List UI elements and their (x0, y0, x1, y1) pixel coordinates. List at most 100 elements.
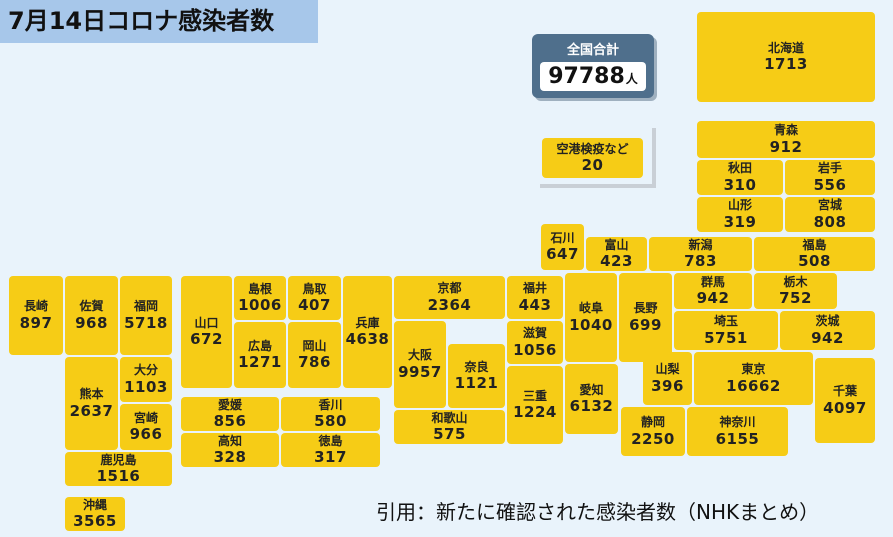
pref-name: 福岡 (133, 299, 158, 314)
pref-tile-fukushima: 福島 508 (754, 237, 875, 271)
pref-count: 968 (75, 313, 108, 332)
pref-name: 福島 (802, 237, 827, 252)
pref-tile-kyoto: 京都 2364 (394, 276, 505, 319)
pref-tile-niigata: 新潟 783 (649, 237, 752, 271)
pref-name: 栃木 (783, 274, 808, 289)
pref-name: 山口 (194, 315, 219, 330)
pref-name: 愛媛 (217, 397, 242, 412)
pref-name: 長野 (633, 301, 658, 316)
pref-tile-shimane: 島根 1006 (234, 276, 286, 320)
pref-tile-aomori: 青森 912 (697, 121, 875, 158)
pref-count: 1516 (96, 467, 141, 486)
pref-name: 徳島 (318, 433, 343, 448)
pref-name: 高知 (217, 433, 242, 448)
pref-count: 672 (190, 330, 223, 349)
pref-count: 4638 (345, 330, 390, 349)
pref-tile-tokushima: 徳島 317 (281, 433, 380, 467)
pref-name: 滋賀 (522, 326, 547, 341)
pref-name: 沖縄 (82, 497, 107, 512)
pref-count: 5718 (124, 313, 168, 332)
pref-count: 443 (518, 295, 552, 314)
pref-count: 942 (811, 328, 844, 347)
pref-tile-nagasaki: 長崎 897 (9, 276, 63, 355)
citation-note: 引用：新たに確認された感染者数（NHKまとめ） (376, 500, 820, 524)
national-total-value: 97788 (548, 64, 625, 89)
pref-name: 千葉 (832, 384, 857, 399)
airport-quarantine-value: 20 (581, 156, 604, 175)
pref-tile-tochigi: 栃木 752 (754, 273, 837, 309)
pref-count: 2250 (631, 429, 675, 448)
pref-tile-okayama: 岡山 786 (288, 322, 341, 388)
pref-count: 310 (723, 175, 757, 194)
pref-name: 香川 (318, 397, 343, 412)
pref-name: 長崎 (23, 299, 48, 314)
pref-tile-toyama: 富山 423 (586, 237, 647, 271)
pref-tile-ibaraki: 茨城 942 (780, 311, 875, 350)
airport-quarantine-label: 空港検疫など (556, 141, 629, 156)
pref-count: 856 (213, 412, 247, 431)
pref-name: 東京 (741, 362, 766, 377)
pref-name: 兵庫 (355, 315, 380, 330)
pref-name: 島根 (247, 281, 272, 296)
pref-count: 808 (813, 212, 847, 231)
pref-name: 福井 (522, 281, 547, 296)
pref-name: 山形 (727, 198, 752, 213)
pref-name: 茨城 (815, 314, 840, 329)
national-total-label: 全国合計 (566, 43, 619, 58)
pref-tile-fukuoka: 福岡 5718 (120, 276, 172, 355)
pref-count: 1056 (513, 340, 557, 359)
pref-count: 319 (723, 212, 757, 231)
airport-box-shadow-bottom (540, 184, 656, 188)
pref-tile-nagano: 長野 699 (619, 273, 672, 362)
pref-count: 1040 (569, 315, 613, 334)
pref-tile-fukui: 福井 443 (507, 276, 563, 319)
pref-tile-kanagawa: 神奈川 6155 (687, 407, 788, 456)
pref-tile-oita: 大分 1103 (120, 357, 172, 402)
pref-count: 1713 (764, 55, 808, 74)
pref-name: 秋田 (727, 161, 752, 176)
pref-count: 2364 (427, 295, 472, 314)
pref-count: 1103 (124, 377, 168, 396)
pref-count: 1224 (513, 403, 557, 422)
pref-count: 897 (19, 313, 53, 332)
pref-tile-mie: 三重 1224 (507, 366, 563, 444)
pref-tile-miyazaki: 宮崎 966 (120, 404, 172, 450)
pref-tile-tokyo: 東京 16662 (694, 352, 813, 405)
pref-name: 愛知 (579, 382, 604, 397)
pref-name: 大分 (133, 363, 158, 378)
pref-count: 2637 (69, 401, 114, 420)
pref-tile-akita: 秋田 310 (697, 160, 783, 195)
pref-name: 岩手 (817, 161, 842, 176)
pref-tile-hokkaido: 北海道 1713 (697, 12, 875, 102)
pref-count: 396 (651, 376, 684, 395)
pref-count: 16662 (726, 376, 781, 395)
airport-quarantine-box: 空港検疫など 20 (542, 138, 643, 178)
pref-count: 9957 (398, 362, 442, 381)
pref-name: 新潟 (688, 237, 713, 252)
pref-tile-saga: 佐賀 968 (65, 276, 118, 355)
pref-count: 580 (314, 412, 347, 431)
pref-name: 京都 (437, 281, 462, 296)
pref-tile-shizuoka: 静岡 2250 (621, 407, 685, 456)
pref-tile-kumamoto: 熊本 2637 (65, 357, 118, 450)
national-total-value-box: 97788人 (540, 62, 646, 91)
pref-tile-wakayama: 和歌山 575 (394, 410, 505, 444)
pref-tile-shiga: 滋賀 1056 (507, 321, 563, 364)
pref-count: 407 (298, 296, 331, 315)
pref-name: 神奈川 (719, 415, 756, 430)
pref-tile-hiroshima: 広島 1271 (234, 322, 286, 388)
pref-tile-tottori: 鳥取 407 (288, 276, 341, 320)
pref-name: 和歌山 (431, 410, 468, 425)
pref-name: 岐阜 (578, 301, 603, 316)
pref-tile-yamaguchi: 山口 672 (181, 276, 232, 388)
pref-count: 317 (314, 448, 347, 467)
pref-tile-kagoshima: 鹿児島 1516 (65, 452, 172, 486)
pref-tile-ishikawa: 石川 647 (541, 224, 584, 270)
pref-tile-gunma: 群馬 942 (674, 273, 752, 309)
pref-tile-osaka: 大阪 9957 (394, 321, 446, 408)
pref-count: 1006 (238, 296, 282, 315)
page-title: 7月14日コロナ感染者数 (0, 0, 318, 43)
pref-name: 北海道 (767, 40, 804, 55)
pref-name: 三重 (522, 388, 547, 403)
pref-tile-chiba: 千葉 4097 (815, 358, 875, 443)
